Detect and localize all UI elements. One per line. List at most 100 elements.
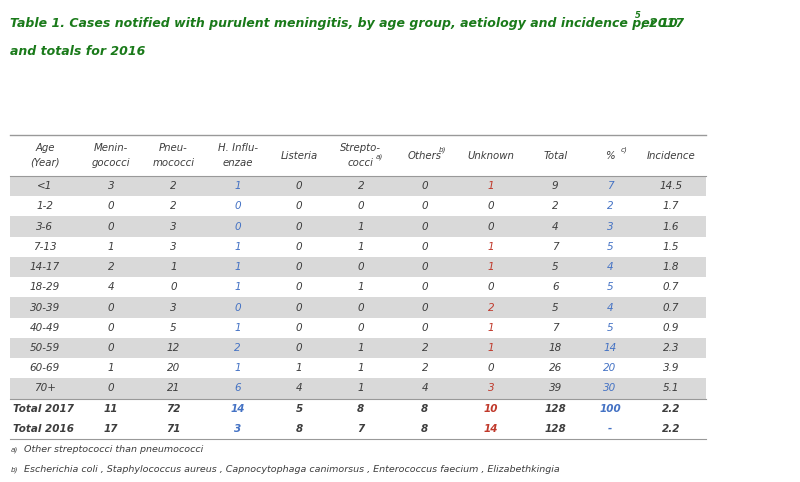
Text: 18: 18 bbox=[549, 343, 562, 353]
Text: 4: 4 bbox=[552, 222, 558, 231]
Text: 40-49: 40-49 bbox=[30, 323, 60, 333]
Text: 1: 1 bbox=[234, 262, 241, 272]
Text: 0: 0 bbox=[422, 323, 428, 333]
Text: (Year): (Year) bbox=[30, 158, 60, 168]
Text: 70+: 70+ bbox=[34, 384, 56, 393]
Text: 14: 14 bbox=[230, 404, 245, 414]
Text: 2: 2 bbox=[422, 343, 428, 353]
Text: 6: 6 bbox=[552, 282, 558, 292]
Text: 4: 4 bbox=[108, 282, 114, 292]
Text: 4: 4 bbox=[296, 384, 302, 393]
Text: 0: 0 bbox=[358, 303, 364, 312]
Text: 18-29: 18-29 bbox=[30, 282, 60, 292]
Text: Table 1. Cases notified with purulent meningitis, by age group, aetiology and in: Table 1. Cases notified with purulent me… bbox=[10, 17, 678, 30]
Text: 0.9: 0.9 bbox=[662, 323, 679, 333]
Text: 20: 20 bbox=[603, 363, 617, 373]
Text: 1: 1 bbox=[234, 363, 241, 373]
Text: 50-59: 50-59 bbox=[30, 343, 60, 353]
Text: 0: 0 bbox=[488, 363, 494, 373]
Text: 2.2: 2.2 bbox=[662, 404, 680, 414]
Text: 5: 5 bbox=[552, 262, 558, 272]
Text: 0: 0 bbox=[488, 282, 494, 292]
Text: b): b) bbox=[438, 147, 446, 153]
Text: 2.3: 2.3 bbox=[662, 343, 679, 353]
Text: 20: 20 bbox=[167, 363, 180, 373]
Text: 11: 11 bbox=[104, 404, 118, 414]
Text: 0: 0 bbox=[358, 262, 364, 272]
Text: 10: 10 bbox=[484, 404, 498, 414]
Text: 8: 8 bbox=[421, 404, 429, 414]
Text: 2: 2 bbox=[170, 181, 177, 191]
Text: 3: 3 bbox=[234, 424, 242, 434]
Text: c): c) bbox=[621, 147, 628, 153]
Text: 1: 1 bbox=[170, 262, 177, 272]
Text: 0: 0 bbox=[422, 282, 428, 292]
Text: 128: 128 bbox=[544, 404, 566, 414]
Text: 0: 0 bbox=[358, 201, 364, 211]
Text: 2: 2 bbox=[358, 181, 364, 191]
Text: a): a) bbox=[375, 154, 383, 161]
Text: 2: 2 bbox=[422, 363, 428, 373]
Text: 2: 2 bbox=[606, 201, 614, 211]
Text: Total 2017: Total 2017 bbox=[13, 404, 74, 414]
Text: 7: 7 bbox=[552, 242, 558, 252]
Text: cocci: cocci bbox=[348, 158, 374, 168]
Text: 4: 4 bbox=[606, 262, 614, 272]
Text: 0: 0 bbox=[296, 201, 302, 211]
Text: 1: 1 bbox=[358, 222, 364, 231]
Text: 14-17: 14-17 bbox=[30, 262, 60, 272]
Text: 1.5: 1.5 bbox=[662, 242, 679, 252]
Text: 0: 0 bbox=[296, 343, 302, 353]
Text: 0.7: 0.7 bbox=[662, 303, 679, 312]
Text: 1: 1 bbox=[358, 242, 364, 252]
Text: 5: 5 bbox=[552, 303, 558, 312]
Text: 1: 1 bbox=[234, 323, 241, 333]
Text: 3.9: 3.9 bbox=[662, 363, 679, 373]
Text: 0: 0 bbox=[488, 222, 494, 231]
Text: 1: 1 bbox=[358, 282, 364, 292]
Text: 4: 4 bbox=[606, 303, 614, 312]
Text: 2.2: 2.2 bbox=[662, 424, 680, 434]
Text: 1: 1 bbox=[358, 384, 364, 393]
Text: Incidence: Incidence bbox=[646, 151, 695, 161]
Text: Escherichia coli , Staphylococcus aureus , Capnocytophaga canimorsus , Enterococ: Escherichia coli , Staphylococcus aureus… bbox=[24, 466, 560, 474]
Text: 8: 8 bbox=[421, 424, 429, 434]
Text: 9: 9 bbox=[552, 181, 558, 191]
Text: a): a) bbox=[10, 446, 18, 453]
Text: 0: 0 bbox=[234, 222, 241, 231]
Text: Total: Total bbox=[543, 151, 567, 161]
Text: 0: 0 bbox=[422, 201, 428, 211]
Text: 30-39: 30-39 bbox=[30, 303, 60, 312]
Text: 0: 0 bbox=[488, 201, 494, 211]
Text: 0: 0 bbox=[422, 222, 428, 231]
Text: 1: 1 bbox=[108, 242, 114, 252]
Text: 1: 1 bbox=[358, 363, 364, 373]
Text: Pneu-: Pneu- bbox=[159, 144, 188, 153]
Text: 5: 5 bbox=[634, 11, 640, 20]
Text: 0: 0 bbox=[296, 181, 302, 191]
Text: 7: 7 bbox=[357, 424, 365, 434]
Text: Unknown: Unknown bbox=[468, 151, 514, 161]
Text: 1: 1 bbox=[488, 181, 494, 191]
Text: 8: 8 bbox=[357, 404, 365, 414]
Text: Age: Age bbox=[35, 144, 54, 153]
Text: 1: 1 bbox=[234, 242, 241, 252]
Text: 14: 14 bbox=[603, 343, 617, 353]
Text: 0: 0 bbox=[296, 242, 302, 252]
Text: 3-6: 3-6 bbox=[36, 222, 54, 231]
Text: 5: 5 bbox=[606, 323, 614, 333]
Text: 1: 1 bbox=[108, 363, 114, 373]
Text: 14.5: 14.5 bbox=[659, 181, 682, 191]
Text: 1: 1 bbox=[234, 282, 241, 292]
Text: 5: 5 bbox=[606, 242, 614, 252]
Text: 21: 21 bbox=[167, 384, 180, 393]
Text: 1: 1 bbox=[488, 242, 494, 252]
Text: Listeria: Listeria bbox=[281, 151, 318, 161]
Text: 1: 1 bbox=[488, 262, 494, 272]
Text: 14: 14 bbox=[484, 424, 498, 434]
Text: 2: 2 bbox=[108, 262, 114, 272]
Text: gococci: gococci bbox=[92, 158, 130, 168]
Text: 30: 30 bbox=[603, 384, 617, 393]
Text: 2: 2 bbox=[170, 201, 177, 211]
Text: 6: 6 bbox=[234, 384, 241, 393]
